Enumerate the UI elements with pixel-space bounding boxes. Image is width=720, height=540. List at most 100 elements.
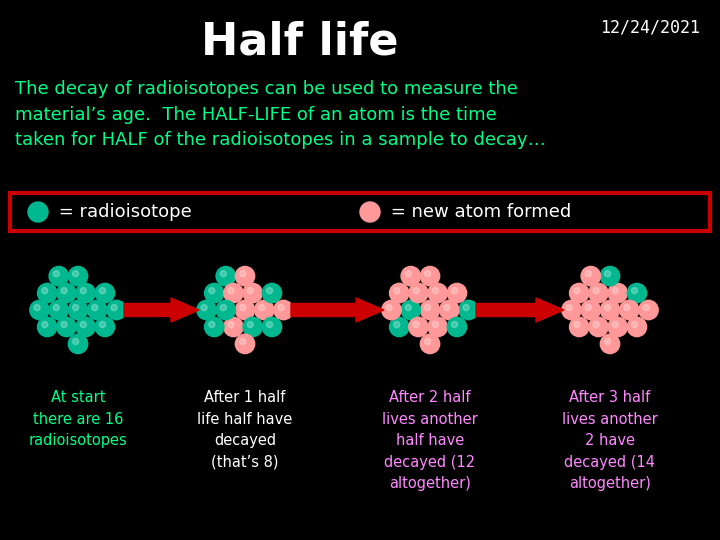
Circle shape bbox=[262, 318, 282, 336]
Circle shape bbox=[262, 284, 282, 303]
Circle shape bbox=[258, 305, 265, 310]
Circle shape bbox=[224, 318, 243, 336]
Circle shape bbox=[631, 321, 638, 328]
Circle shape bbox=[73, 339, 78, 345]
Circle shape bbox=[111, 305, 117, 310]
Circle shape bbox=[386, 305, 392, 310]
Circle shape bbox=[643, 305, 649, 310]
Circle shape bbox=[30, 300, 49, 320]
Circle shape bbox=[95, 284, 114, 303]
Circle shape bbox=[413, 288, 419, 294]
Circle shape bbox=[570, 318, 589, 336]
Circle shape bbox=[605, 305, 611, 310]
Circle shape bbox=[605, 339, 611, 345]
Circle shape bbox=[42, 321, 48, 328]
Circle shape bbox=[593, 321, 599, 328]
Circle shape bbox=[266, 321, 273, 328]
Circle shape bbox=[394, 288, 400, 294]
Circle shape bbox=[49, 266, 68, 286]
Text: After 3 half
lives another
2 have
decayed (14
altogether): After 3 half lives another 2 have decaye… bbox=[562, 390, 658, 491]
Circle shape bbox=[42, 288, 48, 294]
Circle shape bbox=[405, 305, 411, 310]
Circle shape bbox=[589, 318, 608, 336]
Circle shape bbox=[447, 284, 467, 303]
Circle shape bbox=[451, 321, 458, 328]
Circle shape bbox=[247, 321, 253, 328]
Circle shape bbox=[235, 266, 255, 286]
Circle shape bbox=[585, 305, 591, 310]
Circle shape bbox=[413, 321, 419, 328]
Circle shape bbox=[612, 288, 618, 294]
Circle shape bbox=[204, 318, 224, 336]
Circle shape bbox=[425, 339, 431, 345]
Circle shape bbox=[401, 300, 420, 320]
Circle shape bbox=[624, 305, 630, 310]
Circle shape bbox=[228, 321, 234, 328]
Polygon shape bbox=[291, 298, 384, 322]
Circle shape bbox=[243, 284, 262, 303]
Circle shape bbox=[360, 202, 380, 222]
Circle shape bbox=[600, 266, 620, 286]
Circle shape bbox=[235, 334, 255, 354]
Circle shape bbox=[428, 284, 447, 303]
Circle shape bbox=[463, 305, 469, 310]
Circle shape bbox=[589, 284, 608, 303]
Circle shape bbox=[201, 305, 207, 310]
Circle shape bbox=[581, 300, 600, 320]
Circle shape bbox=[631, 288, 638, 294]
Text: The decay of radioisotopes can be used to measure the
material’s age.  The HALF-: The decay of radioisotopes can be used t… bbox=[15, 80, 546, 150]
Circle shape bbox=[68, 266, 88, 286]
Circle shape bbox=[401, 266, 420, 286]
Circle shape bbox=[197, 300, 216, 320]
Circle shape bbox=[37, 284, 57, 303]
Circle shape bbox=[420, 266, 440, 286]
Text: = radioisotope: = radioisotope bbox=[53, 203, 192, 221]
Circle shape bbox=[95, 318, 114, 336]
Circle shape bbox=[394, 321, 400, 328]
Circle shape bbox=[204, 284, 224, 303]
Circle shape bbox=[80, 288, 86, 294]
Circle shape bbox=[390, 318, 409, 336]
Circle shape bbox=[68, 300, 88, 320]
Circle shape bbox=[61, 321, 67, 328]
Circle shape bbox=[107, 300, 126, 320]
Circle shape bbox=[581, 266, 600, 286]
Circle shape bbox=[425, 271, 431, 277]
Circle shape bbox=[425, 305, 431, 310]
Circle shape bbox=[68, 334, 88, 354]
Circle shape bbox=[382, 300, 401, 320]
Circle shape bbox=[240, 305, 246, 310]
Circle shape bbox=[220, 305, 226, 310]
Circle shape bbox=[76, 318, 95, 336]
Circle shape bbox=[566, 305, 572, 310]
Circle shape bbox=[247, 288, 253, 294]
Circle shape bbox=[585, 271, 591, 277]
Circle shape bbox=[49, 300, 68, 320]
Circle shape bbox=[243, 318, 262, 336]
Circle shape bbox=[432, 321, 438, 328]
Circle shape bbox=[53, 271, 60, 277]
Circle shape bbox=[605, 271, 611, 277]
Circle shape bbox=[53, 305, 60, 310]
Circle shape bbox=[57, 318, 76, 336]
Circle shape bbox=[447, 318, 467, 336]
Text: At start
there are 16
radioisotopes: At start there are 16 radioisotopes bbox=[29, 390, 127, 448]
Circle shape bbox=[209, 321, 215, 328]
Circle shape bbox=[600, 334, 620, 354]
Circle shape bbox=[409, 318, 428, 336]
Circle shape bbox=[220, 271, 226, 277]
Text: After 2 half
lives another
half have
decayed (12
altogether): After 2 half lives another half have dec… bbox=[382, 390, 478, 491]
Circle shape bbox=[432, 288, 438, 294]
Circle shape bbox=[73, 305, 78, 310]
Circle shape bbox=[593, 288, 599, 294]
Circle shape bbox=[608, 318, 627, 336]
Circle shape bbox=[420, 334, 440, 354]
Circle shape bbox=[405, 271, 411, 277]
Circle shape bbox=[574, 321, 580, 328]
Circle shape bbox=[428, 318, 447, 336]
Polygon shape bbox=[124, 298, 199, 322]
Text: = new atom formed: = new atom formed bbox=[385, 203, 571, 221]
Circle shape bbox=[574, 288, 580, 294]
Circle shape bbox=[57, 284, 76, 303]
FancyBboxPatch shape bbox=[10, 193, 710, 231]
